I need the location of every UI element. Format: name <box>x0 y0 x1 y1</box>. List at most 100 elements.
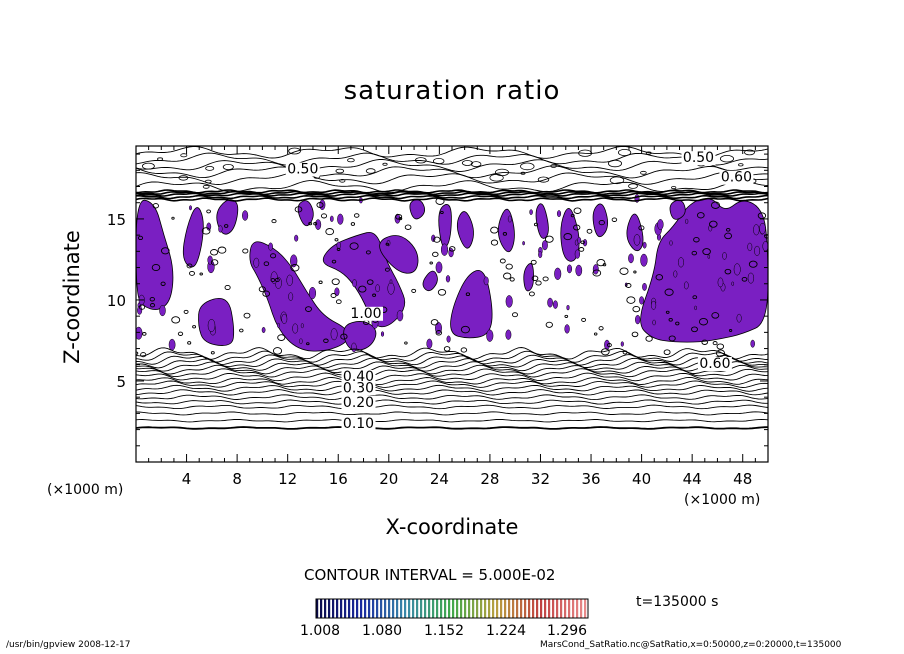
contour-cell <box>138 304 146 310</box>
contour-cell <box>205 179 212 184</box>
supersaturated-speck <box>507 215 512 223</box>
colorbar-tick: 1.080 <box>362 623 403 639</box>
contour-cell <box>290 264 300 272</box>
contour-cell <box>724 268 732 275</box>
supersaturated-speck <box>566 304 570 311</box>
x-tick-label: 16 <box>329 470 348 488</box>
supersaturated-speck <box>218 225 223 233</box>
contour-cell <box>151 263 161 272</box>
colorbar-stripe <box>452 599 455 618</box>
colorbar-stripe <box>560 599 563 618</box>
colorbar-stripe <box>440 599 443 618</box>
colorbar-stripe <box>340 599 343 618</box>
contour-cell <box>160 281 166 286</box>
supersaturated-speck <box>396 310 404 322</box>
contour-cell <box>592 269 602 277</box>
supersaturated-speck <box>640 253 648 267</box>
contour-cell <box>460 325 470 334</box>
contour-label-bg <box>719 170 754 185</box>
contour-cell <box>626 296 636 304</box>
contour-cell <box>499 258 506 264</box>
contour-cell <box>460 347 468 353</box>
contour-cell <box>385 242 390 246</box>
contour-cell <box>509 277 515 282</box>
contour-cell <box>564 314 569 318</box>
contour-cell <box>440 210 444 215</box>
colorbar-stripe <box>520 599 523 618</box>
colorbar-stripe <box>488 599 491 618</box>
supersaturated-speck <box>747 272 755 284</box>
contour-cell <box>738 163 744 167</box>
colorbar-stripe <box>500 599 503 618</box>
contour-cell <box>531 275 539 282</box>
contour-cell <box>180 153 188 158</box>
contour-cell <box>336 247 341 251</box>
contour-cell <box>157 157 164 161</box>
contour-cell <box>404 224 412 230</box>
supersaturated-speck <box>657 219 664 230</box>
contour-line <box>136 171 768 185</box>
supersaturated-speck <box>308 286 317 300</box>
contour-cell <box>709 220 718 228</box>
contour-cell <box>668 335 676 342</box>
contour-cell <box>372 293 377 297</box>
contour-cell <box>608 159 623 168</box>
supersaturated-speck <box>505 329 512 340</box>
contour-line <box>136 194 768 200</box>
colorbar-stripe <box>484 599 487 618</box>
colorbar-stripe <box>552 599 555 618</box>
supersaturated-speck <box>685 218 689 224</box>
footer-right: MarsCond_SatRatio.nc@SatRatio,x=0:50000,… <box>540 640 842 650</box>
contour-line <box>136 380 768 388</box>
colorbar-stripe <box>408 599 411 618</box>
y-tick-label: 5 <box>116 373 126 391</box>
colorbar-frame <box>315 598 589 619</box>
contour-cell <box>432 251 439 258</box>
supersaturated-speck <box>329 215 334 222</box>
contour-cell <box>655 274 664 281</box>
colorbar-stripe <box>464 599 467 618</box>
contour-cell <box>325 228 335 236</box>
contour-line <box>136 361 768 372</box>
contour-cell <box>665 310 670 314</box>
contour-cell <box>645 335 653 342</box>
contour-cell <box>675 321 680 326</box>
x-tick-label: 8 <box>232 470 242 488</box>
supersaturated-speck <box>522 241 525 246</box>
contour-cell <box>294 206 303 213</box>
supersaturated-speck <box>288 292 294 301</box>
contour-line <box>136 399 768 405</box>
contour-cell <box>633 270 637 274</box>
contour-cell <box>632 305 641 313</box>
contour-cell <box>318 280 323 285</box>
supersaturated-speck <box>351 342 357 353</box>
supersaturated-speck <box>268 242 273 251</box>
supersaturated-speck <box>717 277 724 288</box>
contour-cell <box>631 331 639 338</box>
contour-label: 0.30 <box>343 380 374 396</box>
contour-label-bg <box>697 357 732 371</box>
contour-cell <box>550 164 557 168</box>
supersaturated-speck <box>380 331 385 337</box>
colorbar-stripe <box>356 599 359 618</box>
contour-cell <box>741 276 748 282</box>
contour-cell <box>335 168 345 174</box>
contour-cell <box>433 236 441 243</box>
contour-label-bg <box>285 162 320 177</box>
contour-cell <box>581 317 587 322</box>
colorbar-stripe <box>352 599 355 618</box>
supersaturated-region <box>450 269 493 339</box>
contour-line <box>136 159 768 172</box>
x-tick-label: 40 <box>632 470 651 488</box>
contour-cell <box>430 319 439 326</box>
contour-cell <box>744 149 755 156</box>
contour-cell <box>339 179 346 183</box>
supersaturated-speck <box>261 326 266 334</box>
supersaturated-speck <box>556 210 562 218</box>
contour-cell <box>461 160 473 166</box>
supersaturated-region <box>535 203 549 239</box>
supersaturated-speck <box>736 313 742 323</box>
contour-line <box>136 372 768 382</box>
supersaturated-speck <box>299 338 303 344</box>
contour-cell <box>691 250 698 256</box>
